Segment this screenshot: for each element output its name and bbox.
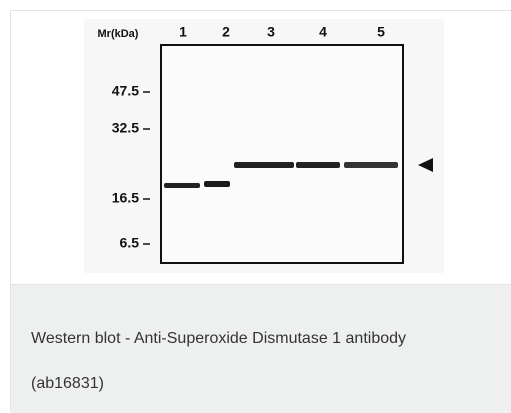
- band: [204, 181, 230, 187]
- mw-label: Mr(kDa): [98, 28, 139, 40]
- marker-label: 47.5: [112, 83, 139, 99]
- lane-label: 3: [267, 24, 275, 40]
- figure-card: Mr(kDa) 1 2 3 4 5 47.5 32.5 16.5 6.5 Wes…: [10, 10, 511, 412]
- marker-label: 6.5: [120, 235, 140, 251]
- band: [296, 162, 340, 168]
- lane-label: 4: [319, 24, 327, 40]
- blot-frame: [161, 45, 403, 263]
- band: [164, 183, 200, 188]
- lane-label: 5: [377, 24, 385, 40]
- band: [344, 162, 398, 168]
- caption: Western blot - Anti-Superoxide Dismutase…: [31, 316, 441, 406]
- band: [234, 162, 294, 168]
- marker-label: 32.5: [112, 120, 139, 136]
- caption-area: Western blot - Anti-Superoxide Dismutase…: [11, 284, 511, 413]
- marker-label: 16.5: [112, 190, 139, 206]
- lane-label: 1: [179, 24, 187, 40]
- figure-image: Mr(kDa) 1 2 3 4 5 47.5 32.5 16.5 6.5: [11, 11, 511, 284]
- western-blot: Mr(kDa) 1 2 3 4 5 47.5 32.5 16.5 6.5: [11, 11, 511, 284]
- lane-label: 2: [222, 24, 230, 40]
